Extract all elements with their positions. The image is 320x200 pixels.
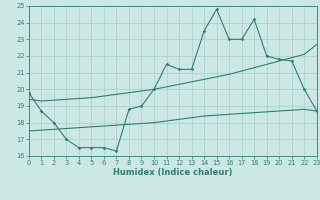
X-axis label: Humidex (Indice chaleur): Humidex (Indice chaleur) [113,168,233,177]
